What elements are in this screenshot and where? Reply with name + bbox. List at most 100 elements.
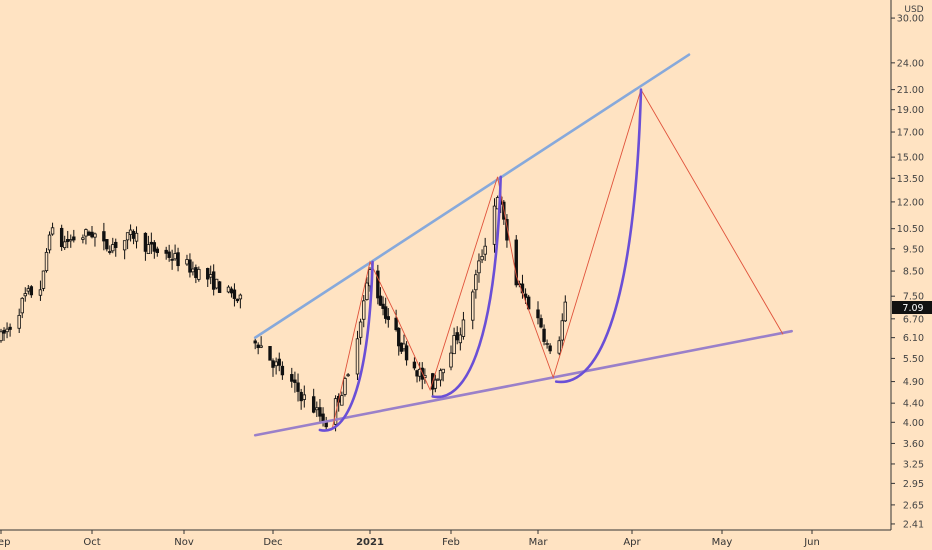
candle-body [217, 281, 222, 293]
candle-body [2, 330, 6, 334]
candle-body [122, 240, 127, 251]
candle-body [17, 314, 21, 329]
candle-body [346, 374, 350, 377]
candle-body [399, 342, 404, 352]
candle-body [492, 205, 497, 245]
time-tick-label: Dec [263, 537, 282, 548]
parabolic-curve[interactable] [318, 260, 374, 432]
candle-body [188, 259, 192, 273]
candle-body [69, 239, 73, 242]
candle-body [402, 343, 406, 350]
candle-body [253, 340, 257, 344]
candle-body [311, 396, 316, 413]
candle-body [50, 227, 55, 235]
candle-body [59, 227, 64, 248]
candle-body [173, 253, 177, 260]
price-tick-label: 3.60 [903, 439, 924, 450]
candle-body [381, 303, 385, 309]
candle-body [238, 294, 243, 300]
price-tick-label: 12.00 [897, 197, 924, 208]
candle-body [523, 293, 528, 298]
price-tick-label: 4.40 [903, 399, 924, 410]
price-tick-label: 30.00 [897, 14, 924, 25]
currency-label: USD [904, 5, 923, 15]
candle-body [455, 332, 459, 341]
candle-body [417, 368, 422, 377]
candle-body [355, 338, 360, 375]
candle-body [155, 248, 159, 254]
candle-body [185, 259, 189, 265]
candle-body [167, 251, 171, 258]
price-tick-label: 2.65 [903, 500, 924, 511]
price-tick-label: 8.50 [903, 267, 924, 278]
candle-body [128, 229, 133, 235]
candle-body [146, 244, 151, 254]
time-tick-label: 2021 [356, 537, 384, 548]
candle-body [214, 278, 219, 289]
last-price-value: 7.09 [902, 303, 923, 314]
price-axis[interactable]: USD 2.41 2.65 2.95 3.25 3.60 4.00 4.40 4.90 5.50… [890, 0, 924, 530]
candle-body [333, 398, 338, 425]
candle-body [441, 368, 445, 374]
price-tick-label: 6.10 [903, 333, 924, 344]
parabolic-curve[interactable] [431, 175, 502, 399]
candle-body [557, 340, 561, 354]
candle-body [41, 270, 46, 289]
candle-body [8, 326, 12, 330]
candle-body [461, 319, 466, 337]
candle-body [226, 286, 231, 293]
candle-body [81, 237, 85, 240]
candle-body [108, 251, 112, 253]
candle-body [433, 379, 438, 389]
candle-body [386, 316, 390, 320]
candle-body [47, 234, 52, 251]
candle-body [176, 252, 180, 267]
candle-body [235, 298, 240, 302]
price-tick-label: 17.00 [897, 128, 924, 139]
price-tick-label: 2.95 [903, 479, 924, 490]
price-tick-label: 21.00 [897, 85, 924, 96]
price-tick-label: 19.00 [897, 105, 924, 116]
price-tick-label: 6.70 [903, 314, 924, 325]
candle-body [505, 219, 509, 241]
candle-body [268, 346, 272, 361]
candle-body [143, 232, 148, 252]
candle-body [38, 289, 43, 296]
candle-body [318, 407, 322, 417]
candle-body [29, 286, 34, 296]
parabolic-curve[interactable] [554, 88, 643, 384]
time-axis[interactable]: Sep Oct Nov Dec 2021 Feb Mar Apr May Jun [0, 529, 891, 548]
candle-body [362, 300, 366, 320]
time-tick-label: Oct [83, 537, 100, 548]
price-tick-label: 7.50 [903, 292, 924, 303]
candle-body [170, 258, 174, 261]
price-tick-label: 2.41 [903, 519, 924, 530]
time-tick-label: Jun [803, 537, 820, 548]
candle-body [376, 270, 380, 299]
time-tick-label: Nov [174, 537, 194, 548]
candle-body [111, 244, 115, 252]
candle-body [358, 321, 363, 338]
candle-body [152, 242, 157, 252]
candle-body [87, 231, 91, 236]
price-tick-label: 24.00 [897, 58, 924, 69]
candle-body [290, 374, 294, 382]
candle-body [539, 318, 543, 328]
price-tick-label: 10.50 [897, 224, 924, 235]
last-price-box [892, 301, 932, 314]
candle-body [438, 370, 443, 381]
price-tick-label: 15.00 [897, 153, 924, 164]
time-tick-label: Feb [442, 537, 460, 548]
projection-line[interactable] [332, 88, 784, 428]
candle-body [324, 422, 328, 428]
candle-body [164, 249, 168, 254]
candle-body [545, 343, 549, 345]
candle-body [26, 288, 30, 292]
candle-body [452, 335, 456, 355]
candle-body [483, 245, 487, 255]
trendline-upper[interactable] [253, 53, 691, 339]
candle-body [365, 282, 369, 301]
candle-body [296, 382, 300, 392]
candle-body [90, 231, 94, 238]
